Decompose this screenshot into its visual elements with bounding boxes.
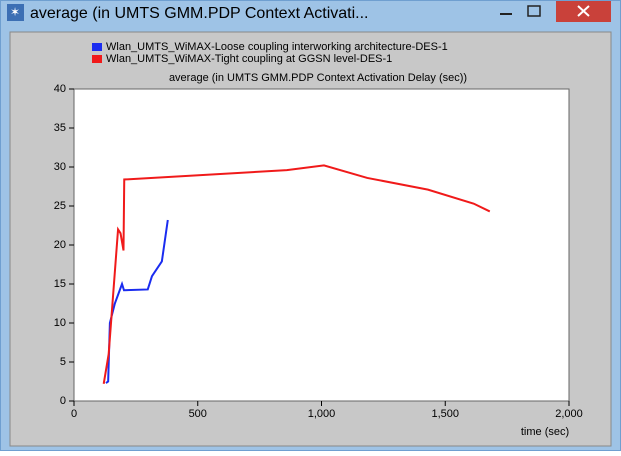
data-line bbox=[102, 164, 491, 385]
x-tick-label: 1,500 bbox=[431, 408, 459, 420]
y-tick-label: 20 bbox=[54, 239, 66, 251]
maximize-button[interactable] bbox=[527, 5, 541, 17]
plot-area bbox=[73, 88, 570, 402]
y-tick-label: 5 bbox=[60, 356, 66, 368]
legend-swatch bbox=[92, 43, 102, 51]
app-icon-glyph: ✶ bbox=[10, 5, 20, 19]
x-tick-label: 1,000 bbox=[308, 408, 336, 420]
y-tick-label: 25 bbox=[54, 200, 66, 212]
legend-swatch bbox=[92, 55, 102, 63]
x-tick-label: 2,000 bbox=[555, 408, 583, 420]
y-tick-label: 0 bbox=[60, 395, 66, 407]
x-tick-label: 0 bbox=[71, 408, 77, 420]
legend-label: Wlan_UMTS_WiMAX-Loose coupling interwork… bbox=[106, 41, 448, 53]
x-tick-label: 500 bbox=[189, 408, 207, 420]
y-tick-label: 30 bbox=[54, 161, 66, 173]
y-tick-label: 10 bbox=[54, 317, 66, 329]
close-icon bbox=[577, 5, 590, 17]
y-tick-label: 35 bbox=[54, 122, 66, 134]
x-axis-label: time (sec) bbox=[521, 426, 569, 438]
app-icon bbox=[7, 4, 24, 21]
chart-title: average (in UMTS GMM.PDP Context Activat… bbox=[169, 72, 467, 84]
window-title: average (in UMTS GMM.PDP Context Activat… bbox=[30, 5, 368, 22]
y-tick-label: 15 bbox=[54, 278, 66, 290]
y-tick-label: 40 bbox=[54, 83, 66, 95]
legend-label: Wlan_UMTS_WiMAX-Tight coupling at GGSN l… bbox=[106, 53, 392, 65]
